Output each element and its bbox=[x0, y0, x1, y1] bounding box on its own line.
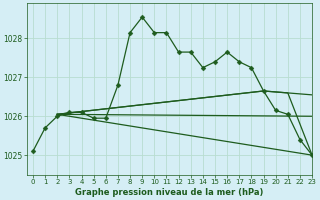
X-axis label: Graphe pression niveau de la mer (hPa): Graphe pression niveau de la mer (hPa) bbox=[75, 188, 264, 197]
